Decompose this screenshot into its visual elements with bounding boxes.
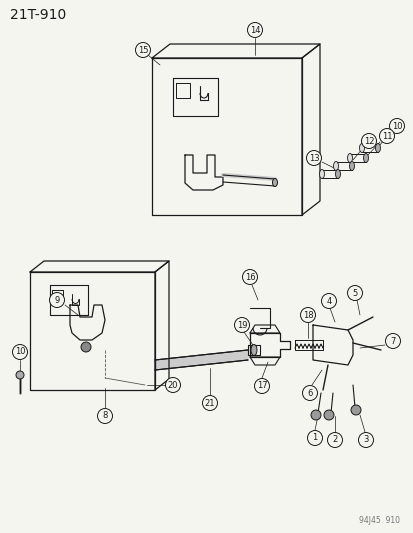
- Ellipse shape: [272, 179, 277, 187]
- Circle shape: [254, 378, 269, 393]
- Circle shape: [97, 408, 112, 424]
- Text: 12: 12: [363, 136, 373, 146]
- Ellipse shape: [347, 154, 351, 163]
- Circle shape: [358, 432, 373, 448]
- Circle shape: [389, 118, 404, 133]
- Circle shape: [135, 43, 150, 58]
- Polygon shape: [154, 350, 247, 370]
- Circle shape: [323, 410, 333, 420]
- Text: 7: 7: [389, 336, 395, 345]
- Text: 17: 17: [256, 382, 267, 391]
- Circle shape: [302, 385, 317, 400]
- Text: 16: 16: [244, 272, 255, 281]
- Ellipse shape: [375, 143, 380, 152]
- Circle shape: [12, 344, 27, 359]
- Text: 21T-910: 21T-910: [10, 8, 66, 22]
- Circle shape: [385, 334, 399, 349]
- Circle shape: [50, 293, 64, 308]
- Text: 13: 13: [308, 154, 318, 163]
- Circle shape: [81, 342, 91, 352]
- Circle shape: [300, 308, 315, 322]
- Text: 1: 1: [312, 433, 317, 442]
- Circle shape: [327, 432, 342, 448]
- Circle shape: [310, 410, 320, 420]
- Circle shape: [16, 371, 24, 379]
- Text: 8: 8: [102, 411, 107, 421]
- Text: 10: 10: [15, 348, 25, 357]
- Ellipse shape: [363, 154, 368, 163]
- Ellipse shape: [349, 161, 354, 171]
- Text: 4: 4: [325, 296, 331, 305]
- Circle shape: [202, 395, 217, 410]
- Ellipse shape: [319, 169, 324, 179]
- Text: 6: 6: [306, 389, 312, 398]
- Circle shape: [347, 286, 362, 301]
- Circle shape: [350, 405, 360, 415]
- Ellipse shape: [333, 161, 338, 171]
- Circle shape: [306, 150, 321, 166]
- Circle shape: [242, 270, 257, 285]
- Ellipse shape: [335, 169, 339, 179]
- Text: 18: 18: [302, 311, 313, 319]
- Text: 20: 20: [167, 381, 178, 390]
- Text: 11: 11: [381, 132, 391, 141]
- Text: 5: 5: [351, 288, 357, 297]
- Text: 10: 10: [391, 122, 401, 131]
- Text: 15: 15: [138, 45, 148, 54]
- Circle shape: [307, 431, 322, 446]
- Text: 94J45  910: 94J45 910: [358, 516, 399, 525]
- Ellipse shape: [250, 344, 256, 356]
- Text: 9: 9: [54, 295, 59, 304]
- Text: 14: 14: [249, 26, 260, 35]
- Text: 19: 19: [236, 320, 247, 329]
- Circle shape: [379, 128, 394, 143]
- Circle shape: [165, 377, 180, 392]
- Ellipse shape: [358, 143, 363, 152]
- Circle shape: [321, 294, 336, 309]
- Circle shape: [361, 133, 375, 149]
- Text: 3: 3: [363, 435, 368, 445]
- Text: 21: 21: [204, 399, 215, 408]
- Circle shape: [234, 318, 249, 333]
- Circle shape: [247, 22, 262, 37]
- Text: 2: 2: [332, 435, 337, 445]
